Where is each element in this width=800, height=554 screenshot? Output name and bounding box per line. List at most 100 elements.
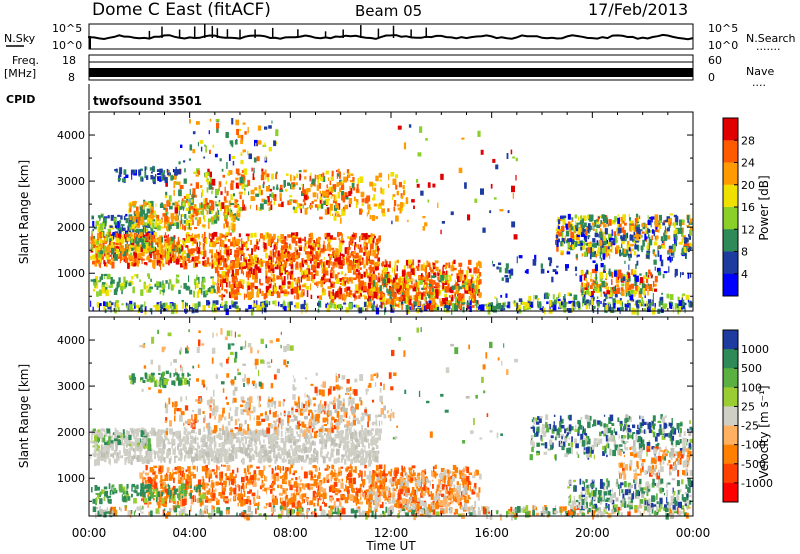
scatter-cell	[162, 172, 165, 176]
scatter-cell	[146, 234, 149, 241]
scatter-cell	[658, 301, 661, 307]
scatter-cell	[272, 291, 275, 295]
scatter-cell	[357, 508, 361, 513]
scatter-cell	[250, 282, 255, 288]
scatter-cell	[204, 505, 209, 511]
scatter-cell	[477, 130, 481, 137]
scatter-cell	[658, 220, 662, 224]
scatter-cell	[662, 274, 665, 279]
scatter-cell	[314, 282, 317, 285]
scatter-cell	[103, 273, 105, 279]
scatter-cell	[580, 286, 582, 293]
scatter-cell	[599, 231, 603, 237]
scatter-cell	[646, 236, 648, 240]
scatter-cell	[378, 277, 380, 282]
scatter-cell	[198, 170, 201, 175]
scatter-cell	[649, 239, 653, 246]
scatter-cell	[243, 257, 247, 262]
scatter-cell	[614, 285, 616, 291]
scatter-cell	[345, 288, 348, 294]
scatter-cell	[462, 306, 465, 313]
scatter-cell	[435, 291, 439, 299]
scatter-cell	[633, 308, 637, 315]
scatter-cell	[196, 242, 198, 249]
scatter-cell	[313, 199, 318, 202]
scatter-cell	[328, 290, 330, 297]
scatter-cell	[463, 274, 467, 280]
scatter-cell	[659, 300, 663, 306]
scatter-cell	[626, 232, 628, 238]
scatter-cell	[102, 240, 106, 244]
scatter-cell	[165, 254, 168, 261]
scatter-cell	[582, 298, 584, 303]
scatter-cell	[423, 283, 425, 288]
scatter-cell	[193, 237, 196, 241]
scatter-cell	[668, 248, 672, 253]
scatter-cell	[282, 234, 284, 240]
scatter-cell	[476, 268, 480, 274]
scatter-cell	[131, 261, 134, 266]
scatter-cell	[170, 284, 174, 290]
scatter-cell	[488, 302, 493, 308]
scatter-cell	[93, 226, 97, 230]
scatter-cell	[134, 236, 136, 240]
scatter-cell	[179, 220, 181, 228]
scatter-cell	[134, 211, 137, 218]
scatter-cell	[171, 223, 175, 226]
scatter-cell	[215, 201, 217, 205]
scatter-cell	[558, 302, 561, 309]
scatter-cell	[408, 259, 412, 265]
scatter-cell	[200, 508, 202, 515]
scatter-cell	[549, 257, 553, 264]
scatter-cell	[441, 298, 446, 303]
scatter-cell	[611, 229, 613, 237]
scatter-cell	[119, 239, 122, 243]
scatter-cell	[272, 186, 275, 190]
scatter-cell	[148, 283, 151, 286]
scatter-cell	[327, 253, 331, 257]
scatter-cell	[684, 302, 687, 306]
scatter-cell	[219, 250, 222, 257]
scatter-cell	[254, 286, 258, 290]
scatter-cell	[186, 233, 189, 239]
scatter-cell	[686, 224, 690, 228]
scatter-cell	[367, 250, 372, 256]
scatter-cell	[267, 239, 272, 247]
scatter-cell	[196, 274, 198, 280]
scatter-cell	[560, 229, 563, 232]
scatter-cell	[168, 253, 171, 257]
nsearch-tick-top: 10^5	[708, 22, 738, 35]
scatter-cell	[324, 261, 326, 266]
scatter-cell	[398, 182, 402, 188]
scatter-cell	[511, 185, 515, 193]
scatter-cell	[92, 216, 94, 219]
scatter-cell	[517, 304, 521, 309]
scatter-cell	[357, 305, 360, 311]
scatter-cell	[418, 275, 421, 279]
scatter-cell	[412, 259, 415, 266]
scatter-cell	[103, 260, 106, 264]
scatter-cell	[346, 169, 350, 174]
scatter-cell	[107, 306, 112, 310]
scatter-cell	[270, 267, 275, 274]
scatter-cell	[238, 128, 242, 132]
date-title: 17/Feb/2013	[588, 0, 688, 19]
scatter-cell	[100, 256, 105, 260]
scatter-cell	[643, 276, 645, 283]
scatter-cell	[191, 194, 193, 200]
scatter-cell	[592, 229, 595, 231]
scatter-cell	[321, 190, 326, 197]
scatter-cell	[174, 202, 177, 209]
scatter-cell	[420, 264, 425, 271]
scatter-cell	[180, 285, 182, 288]
scatter-cell	[255, 257, 257, 262]
scatter-cell	[596, 240, 599, 246]
scatter-cell	[226, 162, 228, 169]
scatter-cell	[186, 232, 190, 235]
scatter-cell	[576, 254, 578, 259]
scatter-cell	[194, 256, 199, 262]
scatter-cell	[624, 260, 626, 264]
scatter-cell	[200, 185, 203, 188]
scatter-cell	[312, 264, 316, 271]
scatter-cell	[419, 513, 424, 517]
